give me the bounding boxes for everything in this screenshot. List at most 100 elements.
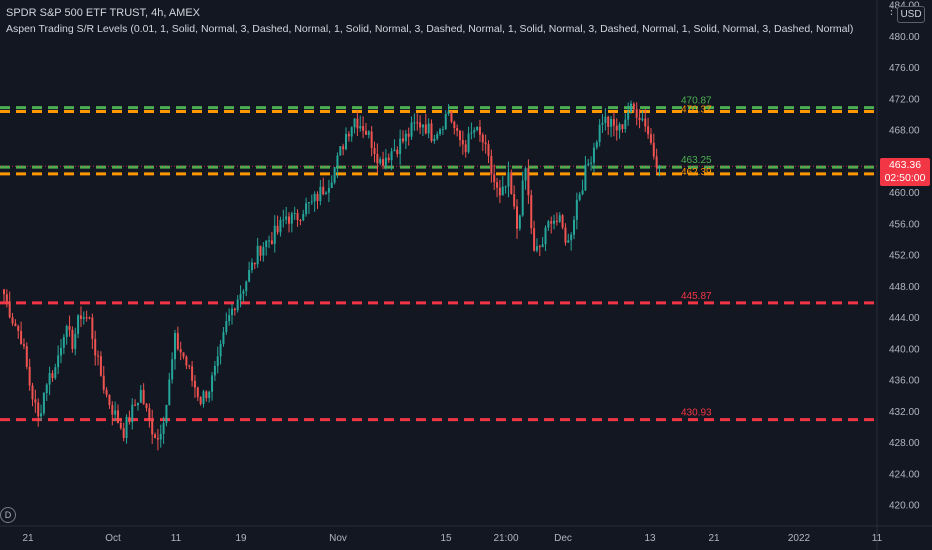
candle-body (310, 201, 313, 203)
candle-body (570, 234, 573, 241)
candle-body (641, 118, 644, 121)
candle-body (584, 165, 587, 191)
candle-body (134, 404, 137, 406)
candle-body (17, 326, 20, 331)
candle-body (131, 404, 134, 423)
candle-body (179, 349, 182, 353)
candle-body (439, 129, 442, 135)
candle-body (196, 387, 199, 398)
candle-body (618, 124, 621, 131)
tradingview-logo-icon[interactable]: D (0, 507, 16, 523)
candle-body (453, 121, 456, 129)
price-axis[interactable]: 420.00 424.00 428.00 432.00 436.00 440.00 444.… (889, 1, 920, 512)
candle-body (225, 321, 228, 333)
time-tick-label: 11 (872, 533, 883, 544)
sr-level-label: 470.37 (681, 104, 712, 115)
candle-body (79, 315, 82, 319)
candle-body (102, 375, 105, 390)
candle-body (578, 194, 581, 200)
candle-body (139, 389, 142, 403)
candle-body (413, 122, 416, 124)
candle-body (399, 138, 402, 155)
candle-body (649, 134, 652, 143)
price-tick-label: 444.00 (889, 313, 920, 324)
candle-body (25, 346, 28, 367)
candle-body (456, 128, 459, 131)
candle-body (222, 332, 225, 345)
candle-body (384, 157, 387, 166)
candle-body (470, 132, 473, 134)
time-tick-label: 21 (708, 533, 720, 544)
price-tick-label: 460.00 (889, 188, 920, 199)
bar-countdown: 02:50:00 (884, 172, 926, 184)
candle-body (362, 125, 365, 131)
candle-body (513, 194, 516, 207)
candle-body (507, 172, 510, 187)
candle-body (265, 240, 268, 247)
price-tick-label: 448.00 (889, 282, 920, 293)
candle-body (390, 151, 393, 161)
candle-body (3, 289, 5, 295)
price-tick-label: 456.00 (889, 219, 920, 230)
candle-body (630, 103, 632, 112)
candle-body (193, 380, 196, 388)
candle-body (447, 111, 450, 114)
candle-body (421, 124, 424, 128)
candle-body (136, 402, 139, 406)
price-tick-label: 424.00 (889, 469, 920, 480)
candle-body (359, 125, 362, 129)
candle-body (94, 338, 97, 356)
candle-body (342, 146, 345, 150)
candle-body (330, 182, 333, 188)
price-tick-label: 440.00 (889, 344, 920, 355)
candle-body (364, 130, 367, 135)
candle-body (20, 330, 23, 345)
candle-body (356, 118, 359, 129)
candle-body (256, 245, 259, 265)
candle-body (77, 315, 80, 334)
candle-body (276, 225, 279, 233)
candle-body (567, 240, 570, 243)
candle-body (302, 214, 305, 221)
candle-body (478, 126, 481, 135)
chart-legend: SPDR S&P 500 ETF TRUST, 4h, AMEX Aspen T… (6, 5, 853, 37)
sr-level-label: 470.87 (681, 96, 712, 107)
more-menu-icon[interactable]: ⋮ (886, 5, 897, 17)
candle-body (402, 138, 404, 142)
candle-body (347, 134, 350, 137)
sr-level-label: 462.39 (681, 167, 712, 178)
candle-body (510, 172, 513, 195)
candle-body (270, 240, 273, 244)
time-tick-label: Nov (329, 533, 347, 544)
candle-body (444, 113, 447, 129)
candle-body (404, 133, 407, 142)
indicator-title[interactable]: Aspen Trading S/R Levels (0.01, 1, Solid… (6, 23, 854, 35)
symbol-title[interactable]: SPDR S&P 500 ETF TRUST, 4h, AMEX (6, 7, 200, 19)
candle-body (419, 122, 422, 128)
candle-body (202, 391, 205, 405)
candle-body (353, 118, 356, 128)
candle-body (188, 365, 191, 367)
currency-button[interactable]: USD (897, 6, 925, 23)
candle-body (231, 308, 233, 316)
candle-body (105, 389, 108, 395)
candle-body (476, 126, 479, 131)
price-tick-label: 420.00 (889, 501, 920, 512)
candle-body (516, 206, 518, 229)
candle-body (604, 116, 607, 123)
candle-body (430, 123, 433, 142)
candle-body (111, 405, 114, 415)
time-axis[interactable]: 21 Oct 11 19 Nov 15 21:00 Dec 13 21 2022 11 (22, 533, 882, 544)
candle-body (159, 433, 162, 440)
candle-body (213, 366, 216, 376)
candle-body (627, 111, 630, 120)
candle-body (350, 127, 353, 137)
candle-body (248, 270, 251, 282)
candle-body (615, 125, 618, 131)
candle-body (174, 333, 176, 360)
candle-body (416, 122, 419, 124)
time-tick-label: 15 (440, 533, 452, 544)
candle-body (268, 240, 271, 242)
candle-body (624, 119, 627, 130)
